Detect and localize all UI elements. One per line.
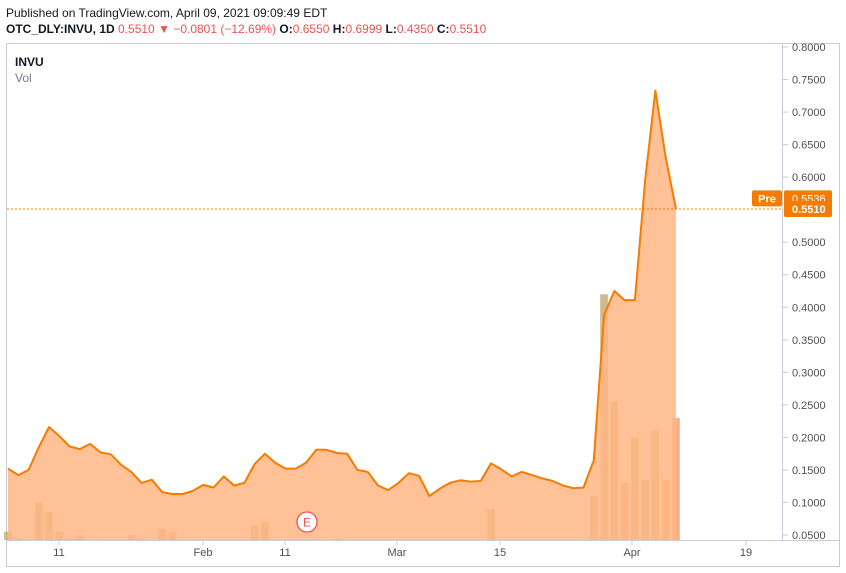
high-label: H: <box>332 22 346 36</box>
low-value: 0.4350 <box>396 22 434 36</box>
last-price: 0.5510 <box>118 22 155 36</box>
low-label: L: <box>385 22 397 36</box>
open-value: 0.6550 <box>292 22 330 36</box>
change-value: −0.0801 (−12.69%) <box>173 22 277 36</box>
published-line: Published on TradingView.com, April 09, … <box>6 6 327 20</box>
close-value: 0.5510 <box>449 22 487 36</box>
open-label: O: <box>279 22 293 36</box>
pane-legend: INVU Vol <box>15 54 44 86</box>
published-text: Published on TradingView.com, April 09, … <box>6 6 328 20</box>
chart-frame[interactable] <box>6 43 840 567</box>
down-arrow-icon: ▼ <box>158 22 170 36</box>
close-label: C: <box>436 22 450 36</box>
symbol-label: OTC_DLY:INVU, 1D <box>6 22 115 36</box>
symbol-info-line: OTC_DLY:INVU, 1D 0.5510 ▼ −0.0801 (−12.6… <box>6 22 486 36</box>
pane-symbol-label: INVU <box>15 55 44 69</box>
high-value: 0.6999 <box>345 22 383 36</box>
pane-volume-label: Vol <box>15 71 32 85</box>
